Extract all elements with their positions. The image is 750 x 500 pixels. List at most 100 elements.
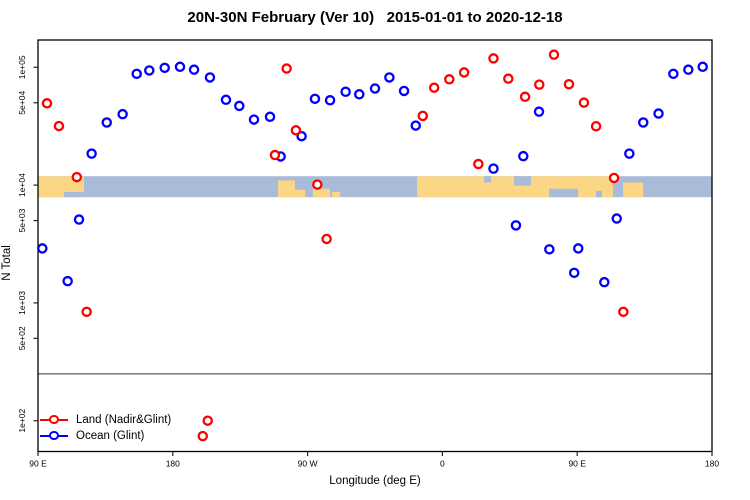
x-tick-label: 90 E — [568, 459, 586, 469]
data-point-ocean — [398, 85, 410, 97]
data-point-land — [269, 149, 281, 161]
data-point-ocean — [296, 130, 307, 142]
data-point-ocean — [248, 114, 260, 125]
y-tick-label: 5e+04 — [17, 91, 27, 115]
data-point-ocean — [683, 64, 694, 75]
data-point-land — [290, 125, 302, 136]
x-axis-title: Longitude (deg E) — [329, 475, 421, 487]
data-point-ocean — [86, 148, 97, 159]
data-point-ocean — [73, 214, 85, 225]
data-point-land — [488, 53, 499, 64]
data-point-ocean — [101, 117, 112, 128]
map-band-land-segment — [312, 188, 331, 198]
data-point-ocean — [384, 72, 395, 83]
data-point-ocean — [510, 220, 522, 231]
data-point-ocean — [144, 65, 155, 76]
data-point-ocean — [264, 111, 276, 123]
data-point-land — [548, 49, 560, 60]
data-point-ocean — [234, 100, 245, 112]
legend-swatch-ocean — [40, 428, 68, 444]
map-band-land-segment — [332, 191, 340, 198]
data-point-ocean — [599, 276, 610, 288]
data-point-land — [281, 63, 292, 74]
y-tick-label: 1e+04 — [17, 173, 27, 197]
data-point-ocean — [624, 148, 635, 159]
data-point-ocean — [611, 213, 622, 224]
data-point-ocean — [668, 68, 679, 80]
x-tick-label: 90 W — [298, 459, 318, 469]
legend-circle-icon-land — [49, 414, 59, 425]
legend: Land (Nadir&Glint) Ocean (Glint) — [40, 412, 171, 444]
data-point-land — [428, 82, 440, 93]
data-point-land — [519, 91, 531, 103]
data-point-ocean — [572, 243, 584, 254]
data-point-land — [71, 171, 83, 183]
data-point-ocean — [131, 68, 142, 80]
legend-label-land: Land (Nadir&Glint) — [76, 414, 172, 426]
map-band-land-segment — [277, 180, 296, 198]
map-band-ocean-notch — [549, 188, 579, 198]
legend-item-land: Land (Nadir&Glint) — [40, 412, 171, 428]
y-tick-label: 1e+03 — [17, 291, 27, 315]
y-axis-title: N Total — [1, 245, 13, 281]
x-tick-label: 90 E — [29, 459, 47, 469]
data-point-land — [202, 415, 213, 426]
data-point-ocean — [340, 86, 351, 98]
legend-label-ocean: Ocean (Glint) — [76, 430, 145, 442]
data-point-ocean — [188, 64, 200, 75]
map-band-land-segment — [623, 182, 644, 198]
data-point-ocean — [697, 61, 708, 73]
data-point-land — [444, 74, 455, 85]
data-point-ocean — [410, 120, 421, 131]
data-point-ocean — [354, 89, 365, 100]
data-point-land — [578, 97, 590, 108]
data-point-ocean — [159, 62, 170, 74]
data-point-ocean — [62, 275, 73, 287]
x-tick-label: 0 — [440, 459, 445, 469]
data-point-land — [41, 98, 53, 109]
data-point-land — [590, 120, 602, 132]
x-tick-label: 180 — [166, 459, 180, 469]
data-point-ocean — [544, 244, 555, 255]
x-tick-label: 180 — [705, 459, 719, 469]
data-point-land — [473, 158, 484, 170]
map-band-ocean-notch — [484, 176, 492, 183]
data-point-land — [458, 67, 470, 78]
data-point-ocean — [117, 108, 128, 120]
data-point-land — [563, 78, 575, 90]
y-tick-label: 5e+02 — [17, 326, 27, 350]
data-point-land — [53, 120, 65, 132]
data-point-ocean — [220, 94, 232, 106]
data-point-land — [503, 73, 514, 84]
legend-swatch-land — [40, 412, 68, 428]
data-point-land — [321, 233, 332, 245]
data-point-ocean — [369, 83, 381, 94]
legend-item-ocean: Ocean (Glint) — [40, 428, 171, 444]
data-point-ocean — [518, 150, 529, 162]
data-point-ocean — [204, 72, 216, 83]
data-point-ocean — [653, 108, 664, 119]
y-tick-label: 5e+03 — [17, 208, 27, 232]
data-point-ocean — [638, 117, 649, 128]
data-point-land — [417, 110, 429, 122]
y-tick-label: 1e+05 — [17, 55, 27, 79]
data-point-land — [312, 179, 323, 190]
plot-border — [37, 39, 713, 453]
map-band-land-segment — [295, 189, 306, 198]
data-point-land — [81, 306, 92, 318]
data-point-ocean — [309, 93, 321, 105]
data-point-land — [618, 306, 629, 318]
data-point-ocean — [533, 106, 545, 117]
chart-title: 20N-30N February (Ver 10) 2015-01-01 to … — [187, 9, 563, 26]
data-point-land — [197, 430, 209, 442]
data-point-ocean — [174, 61, 186, 73]
y-tick-label: 1e+02 — [17, 408, 27, 432]
data-point-ocean — [37, 243, 48, 254]
data-point-ocean — [568, 267, 580, 279]
map-band-ocean-notch — [64, 191, 84, 198]
data-point-land — [608, 172, 620, 184]
map-band-land-segment — [38, 176, 84, 198]
data-point-ocean — [488, 163, 499, 174]
map-band-ocean-notch — [513, 176, 532, 186]
